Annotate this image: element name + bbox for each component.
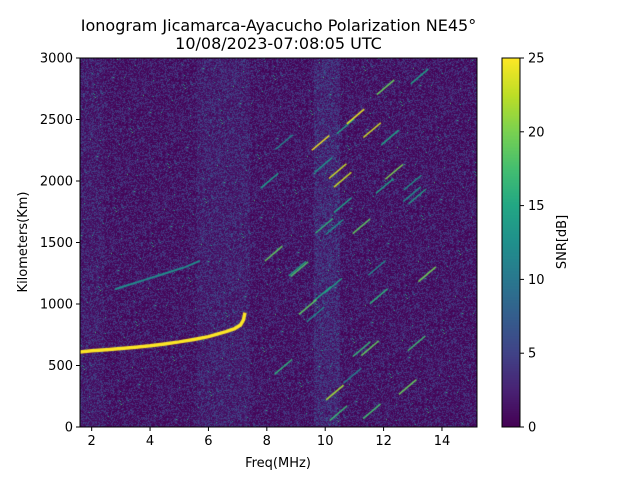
chart-subtitle: 10/08/2023-07:08:05 UTC <box>175 34 382 53</box>
y-tick-label: 1000 <box>40 298 73 313</box>
y-tick-label: 500 <box>48 359 73 374</box>
colorbar-label: SNR[dB] <box>555 215 570 269</box>
colorbar-tick-label: 25 <box>528 52 545 67</box>
colorbar-frame <box>501 57 521 428</box>
y-tick-label: 0 <box>65 421 73 436</box>
x-tick-label: 10 <box>317 434 334 449</box>
x-tick-label: 2 <box>88 434 96 449</box>
y-tick-label: 2000 <box>40 175 73 190</box>
x-tick-label: 8 <box>263 434 271 449</box>
y-tick-label: 1500 <box>40 236 73 251</box>
x-tick-label: 6 <box>204 434 212 449</box>
y-tick-label: 3000 <box>40 52 73 67</box>
colorbar-tick-label: 5 <box>528 347 536 362</box>
y-axis-label: Kilometers(Km) <box>16 192 31 293</box>
x-tick-label: 4 <box>146 434 154 449</box>
plot-frame <box>79 57 478 428</box>
colorbar-gradient <box>502 58 520 427</box>
x-tick-label: 12 <box>375 434 392 449</box>
colorbar-tick-label: 10 <box>528 273 545 288</box>
colorbar-tick-label: 15 <box>528 199 545 214</box>
x-tick-label: 14 <box>434 434 451 449</box>
x-axis-label: Freq(MHz) <box>245 456 311 471</box>
heatmap-plot-area <box>80 58 477 427</box>
chart-title: Ionogram Jicamarca-Ayacucho Polarization… <box>80 16 477 35</box>
colorbar-tick-label: 0 <box>528 421 536 436</box>
y-tick-label: 2500 <box>40 113 73 128</box>
colorbar-tick-label: 20 <box>528 125 545 140</box>
